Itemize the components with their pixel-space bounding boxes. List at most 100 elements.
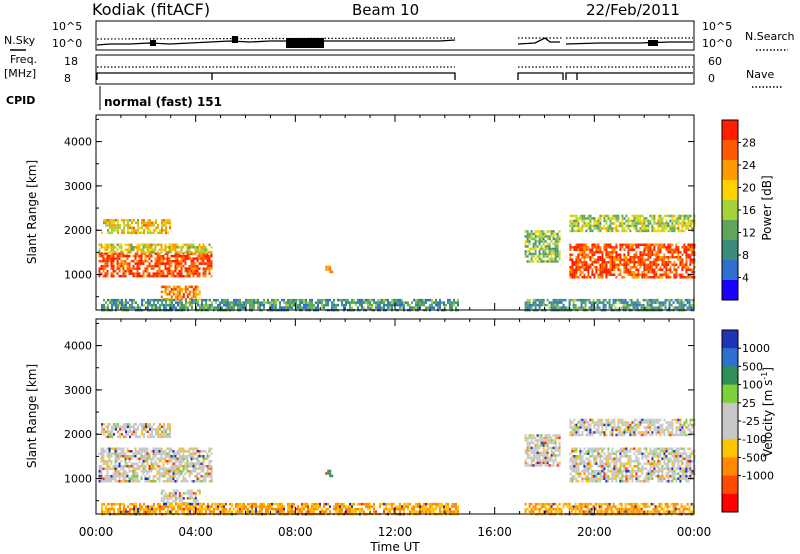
power-echo-cell bbox=[108, 254, 111, 258]
power-echo-cell bbox=[684, 298, 687, 302]
power-echo-cell bbox=[613, 256, 616, 259]
power-echo-cell bbox=[117, 306, 119, 309]
velocity-echo-cell bbox=[206, 470, 209, 473]
velocity-echo-cell bbox=[603, 475, 606, 478]
power-echo-cell bbox=[138, 243, 141, 246]
velocity-echo-cell bbox=[115, 423, 117, 426]
power-echo-cell bbox=[180, 298, 183, 301]
power-echo-cell bbox=[663, 258, 666, 261]
velocity-echo-cell bbox=[552, 451, 555, 455]
velocity-echo-cell bbox=[106, 447, 109, 450]
power-echo-cell bbox=[579, 251, 582, 254]
velocity-echo-cell bbox=[401, 507, 403, 511]
velocity-echo-cell bbox=[192, 455, 195, 458]
power-echo-cell bbox=[621, 217, 624, 220]
velocity-echo-cell bbox=[589, 480, 592, 483]
velocity-echo-cell bbox=[117, 430, 119, 434]
velocity-echo-cell bbox=[103, 433, 105, 436]
velocity-echo-cell bbox=[162, 465, 165, 468]
velocity-echo-cell bbox=[435, 507, 437, 511]
power-echo-cell bbox=[144, 251, 147, 254]
velocity-echo-cell bbox=[611, 470, 614, 473]
power-echo-cell bbox=[538, 235, 541, 238]
power-echo-cell bbox=[188, 269, 191, 273]
velocity-echo-cell bbox=[151, 433, 153, 436]
power-echo-cell bbox=[273, 298, 275, 302]
velocity-echo-cell bbox=[132, 467, 135, 470]
velocity-echo-cell bbox=[451, 502, 453, 506]
power-echo-cell bbox=[168, 257, 171, 260]
velocity-echo-cell bbox=[177, 510, 179, 513]
velocity-echo-cell bbox=[385, 505, 387, 508]
velocity-echo-cell bbox=[255, 507, 257, 511]
power-echo-cell bbox=[532, 232, 535, 236]
velocity-echo-cell bbox=[601, 475, 604, 478]
velocity-echo-cell bbox=[180, 499, 183, 503]
power-echo-cell bbox=[153, 221, 155, 225]
power-echo-cell bbox=[669, 224, 672, 228]
power-echo-cell bbox=[530, 247, 533, 251]
velocity-echo-cell bbox=[146, 480, 149, 483]
power-echo-cell bbox=[157, 301, 159, 304]
velocity-echo-cell bbox=[107, 433, 109, 436]
power-echo-cell bbox=[421, 303, 423, 307]
power-echo-cell bbox=[158, 257, 161, 260]
velocity-echo-cell bbox=[556, 461, 559, 465]
power-echo-cell bbox=[132, 272, 135, 275]
power-echo-cell bbox=[524, 230, 527, 233]
velocity-echo-cell bbox=[152, 480, 155, 483]
velocity-echo-cell bbox=[550, 464, 553, 467]
velocity-echo-cell bbox=[105, 510, 107, 513]
power-echo-cell bbox=[109, 231, 111, 235]
power-echo-cell bbox=[552, 232, 555, 236]
velocity-echo-cell bbox=[202, 465, 205, 468]
velocity-echo-cell bbox=[200, 475, 203, 478]
power-echo-cell bbox=[128, 272, 131, 275]
velocity-echo-cell bbox=[177, 507, 179, 511]
power-echo-cell bbox=[612, 303, 615, 307]
power-echo-cell bbox=[597, 258, 600, 261]
power-echo-cell bbox=[558, 250, 561, 253]
velocity-echo-cell bbox=[387, 502, 389, 506]
velocity-echo-cell bbox=[623, 480, 626, 483]
velocity-echo-cell bbox=[307, 510, 309, 513]
power-echo-cell bbox=[583, 273, 586, 276]
velocity-echo-cell bbox=[107, 425, 109, 429]
velocity-echo-cell bbox=[587, 447, 590, 450]
power-echo-cell bbox=[190, 243, 193, 246]
power-echo-cell bbox=[673, 263, 676, 266]
power-echo-cell bbox=[186, 293, 189, 296]
power-echo-cell bbox=[162, 269, 165, 273]
velocity-echo-cell bbox=[156, 447, 159, 450]
power-echo-cell bbox=[101, 231, 103, 235]
power-echo-cell bbox=[142, 274, 145, 278]
velocity-echo-cell bbox=[536, 446, 539, 450]
power-echo-cell bbox=[661, 246, 664, 249]
power-echo-cell bbox=[657, 217, 660, 220]
velocity-echo-cell bbox=[163, 435, 165, 439]
power-echo-cell bbox=[626, 301, 629, 304]
velocity-echo-cell bbox=[178, 499, 181, 503]
power-echo-cell bbox=[295, 303, 297, 307]
power-echo-cell bbox=[575, 261, 578, 264]
velocity-echo-cell bbox=[223, 502, 225, 506]
power-echo-cell bbox=[678, 306, 681, 309]
velocity-echo-cell bbox=[128, 457, 131, 460]
power-echo-cell bbox=[166, 267, 169, 270]
velocity-echo-cell bbox=[524, 436, 527, 440]
velocity-echo-cell bbox=[601, 467, 604, 470]
power-echo-cell bbox=[645, 266, 648, 269]
velocity-echo-cell bbox=[176, 465, 179, 468]
velocity-echo-cell bbox=[599, 457, 602, 460]
velocity-echo-cell bbox=[192, 462, 195, 465]
velocity-echo-cell bbox=[447, 502, 449, 506]
power-echo-cell bbox=[176, 274, 179, 278]
power-echo-cell bbox=[558, 257, 561, 261]
power-echo-cell bbox=[589, 258, 592, 261]
power-echo-cell bbox=[385, 303, 387, 307]
power-echo-cell bbox=[679, 222, 682, 225]
velocity-echo-cell bbox=[530, 449, 533, 452]
power-echo-cell bbox=[375, 303, 377, 307]
velocity-echo-cell bbox=[186, 465, 189, 468]
velocity-echo-cell bbox=[307, 507, 309, 511]
